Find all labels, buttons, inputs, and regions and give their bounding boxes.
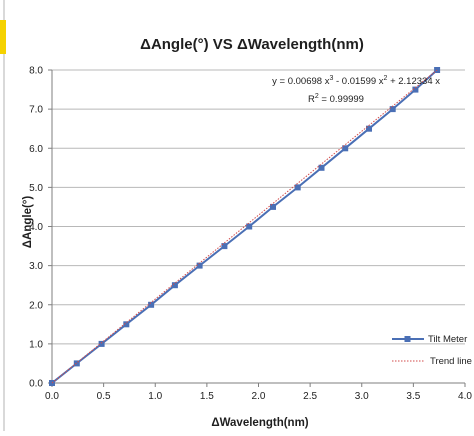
y-tick-label: 3.0 [29, 261, 43, 272]
legend: Tilt Meter Trend line [392, 334, 472, 367]
y-tick-label: 2.0 [29, 300, 43, 311]
x-tick-label: 2.0 [252, 391, 266, 402]
x-tick-label: 0.0 [45, 391, 59, 402]
corner-tab [0, 20, 6, 54]
y-tick-label: 6.0 [29, 144, 43, 155]
x-tick-label: 4.0 [458, 391, 472, 402]
legend-label-trend-line: Trend line [430, 356, 472, 367]
axes-layer [48, 69, 466, 387]
data-point-tilt-meter [196, 262, 203, 269]
y-tick-label: 8.0 [29, 66, 43, 77]
r-squared-value: R2 = 0.99999 [308, 93, 364, 105]
data-point-tilt-meter [318, 164, 325, 171]
data-point-tilt-meter [366, 125, 372, 132]
data-point-tilt-meter [342, 145, 349, 152]
y-tick-label: 0.0 [29, 379, 43, 390]
data-point-tilt-meter [221, 243, 228, 250]
data-point-tilt-meter [412, 86, 419, 93]
x-tick-label: 3.5 [406, 391, 420, 402]
x-tick-label: 0.5 [97, 391, 111, 402]
chart-title: ΔAngle(°) VS ΔWavelength(nm) [140, 36, 364, 53]
data-point-tilt-meter [123, 321, 130, 328]
x-axis-title: ΔWavelength(nm) [211, 417, 308, 429]
data-point-tilt-meter [246, 223, 253, 230]
left-edge-divider [3, 0, 5, 431]
y-tick-label: 5.0 [29, 183, 43, 194]
x-tick-label: 3.0 [355, 391, 369, 402]
x-tick-label: 1.0 [148, 391, 162, 402]
x-tick-label: 2.5 [303, 391, 317, 402]
data-point-tilt-meter [73, 360, 80, 367]
legend-marker-tilt-meter [404, 336, 411, 342]
trendline-equation: y = 0.00698 x3 - 0.01599 x2 + 2.12334 x [272, 75, 440, 87]
data-point-tilt-meter [98, 340, 105, 347]
x-tick-label: 1.5 [200, 391, 214, 402]
data-point-tilt-meter [389, 106, 396, 113]
data-point-tilt-meter [171, 282, 178, 289]
y-tick-label: 7.0 [29, 105, 43, 116]
y-tick-label: 4.0 [29, 222, 43, 233]
grid-layer [52, 69, 465, 345]
data-point-tilt-meter [270, 203, 276, 210]
series-layer [49, 67, 441, 386]
data-point-tilt-meter [294, 184, 301, 191]
data-point-tilt-meter [148, 301, 155, 308]
tick-labels-layer: 0.0 1.0 2.0 3.0 4.0 5.0 6.0 7.0 8.0 0.0 0.5 1.0 1.5 2… [29, 66, 472, 403]
y-tick-label: 1.0 [29, 339, 43, 350]
y-axis-title: ΔAngle(°) [22, 196, 34, 249]
legend-label-tilt-meter: Tilt Meter [428, 334, 467, 345]
